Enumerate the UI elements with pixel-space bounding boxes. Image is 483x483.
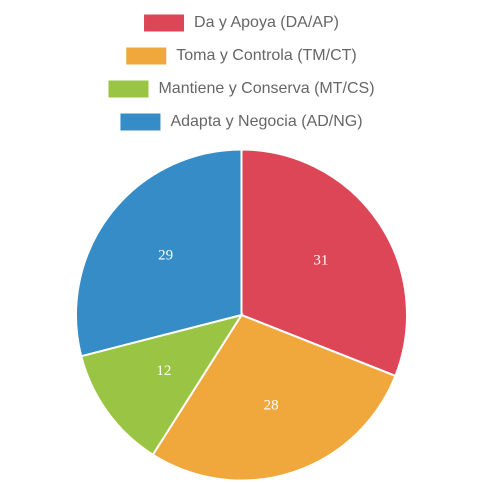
pie-slice xyxy=(79,313,244,457)
legend-label: Toma y Controla (TM/CT) xyxy=(176,47,356,64)
pie-slice xyxy=(151,313,397,482)
pie-slice xyxy=(75,148,243,358)
legend-label: Adapta y Negocia (AD/NG) xyxy=(170,113,362,130)
data-label: 28 xyxy=(264,398,279,414)
data-label: 31 xyxy=(313,252,328,268)
legend-label: Da y Apoya (DA/AP) xyxy=(194,14,339,31)
legend-swatch xyxy=(126,47,167,65)
legend-label: Mantiene y Conserva (MT/CS) xyxy=(158,80,374,97)
data-label: 12 xyxy=(156,363,171,379)
legend-swatch xyxy=(108,80,149,98)
pie-slice xyxy=(240,148,408,378)
legend-swatch xyxy=(120,113,161,131)
legend-swatch xyxy=(144,14,185,32)
data-label: 29 xyxy=(158,248,173,264)
